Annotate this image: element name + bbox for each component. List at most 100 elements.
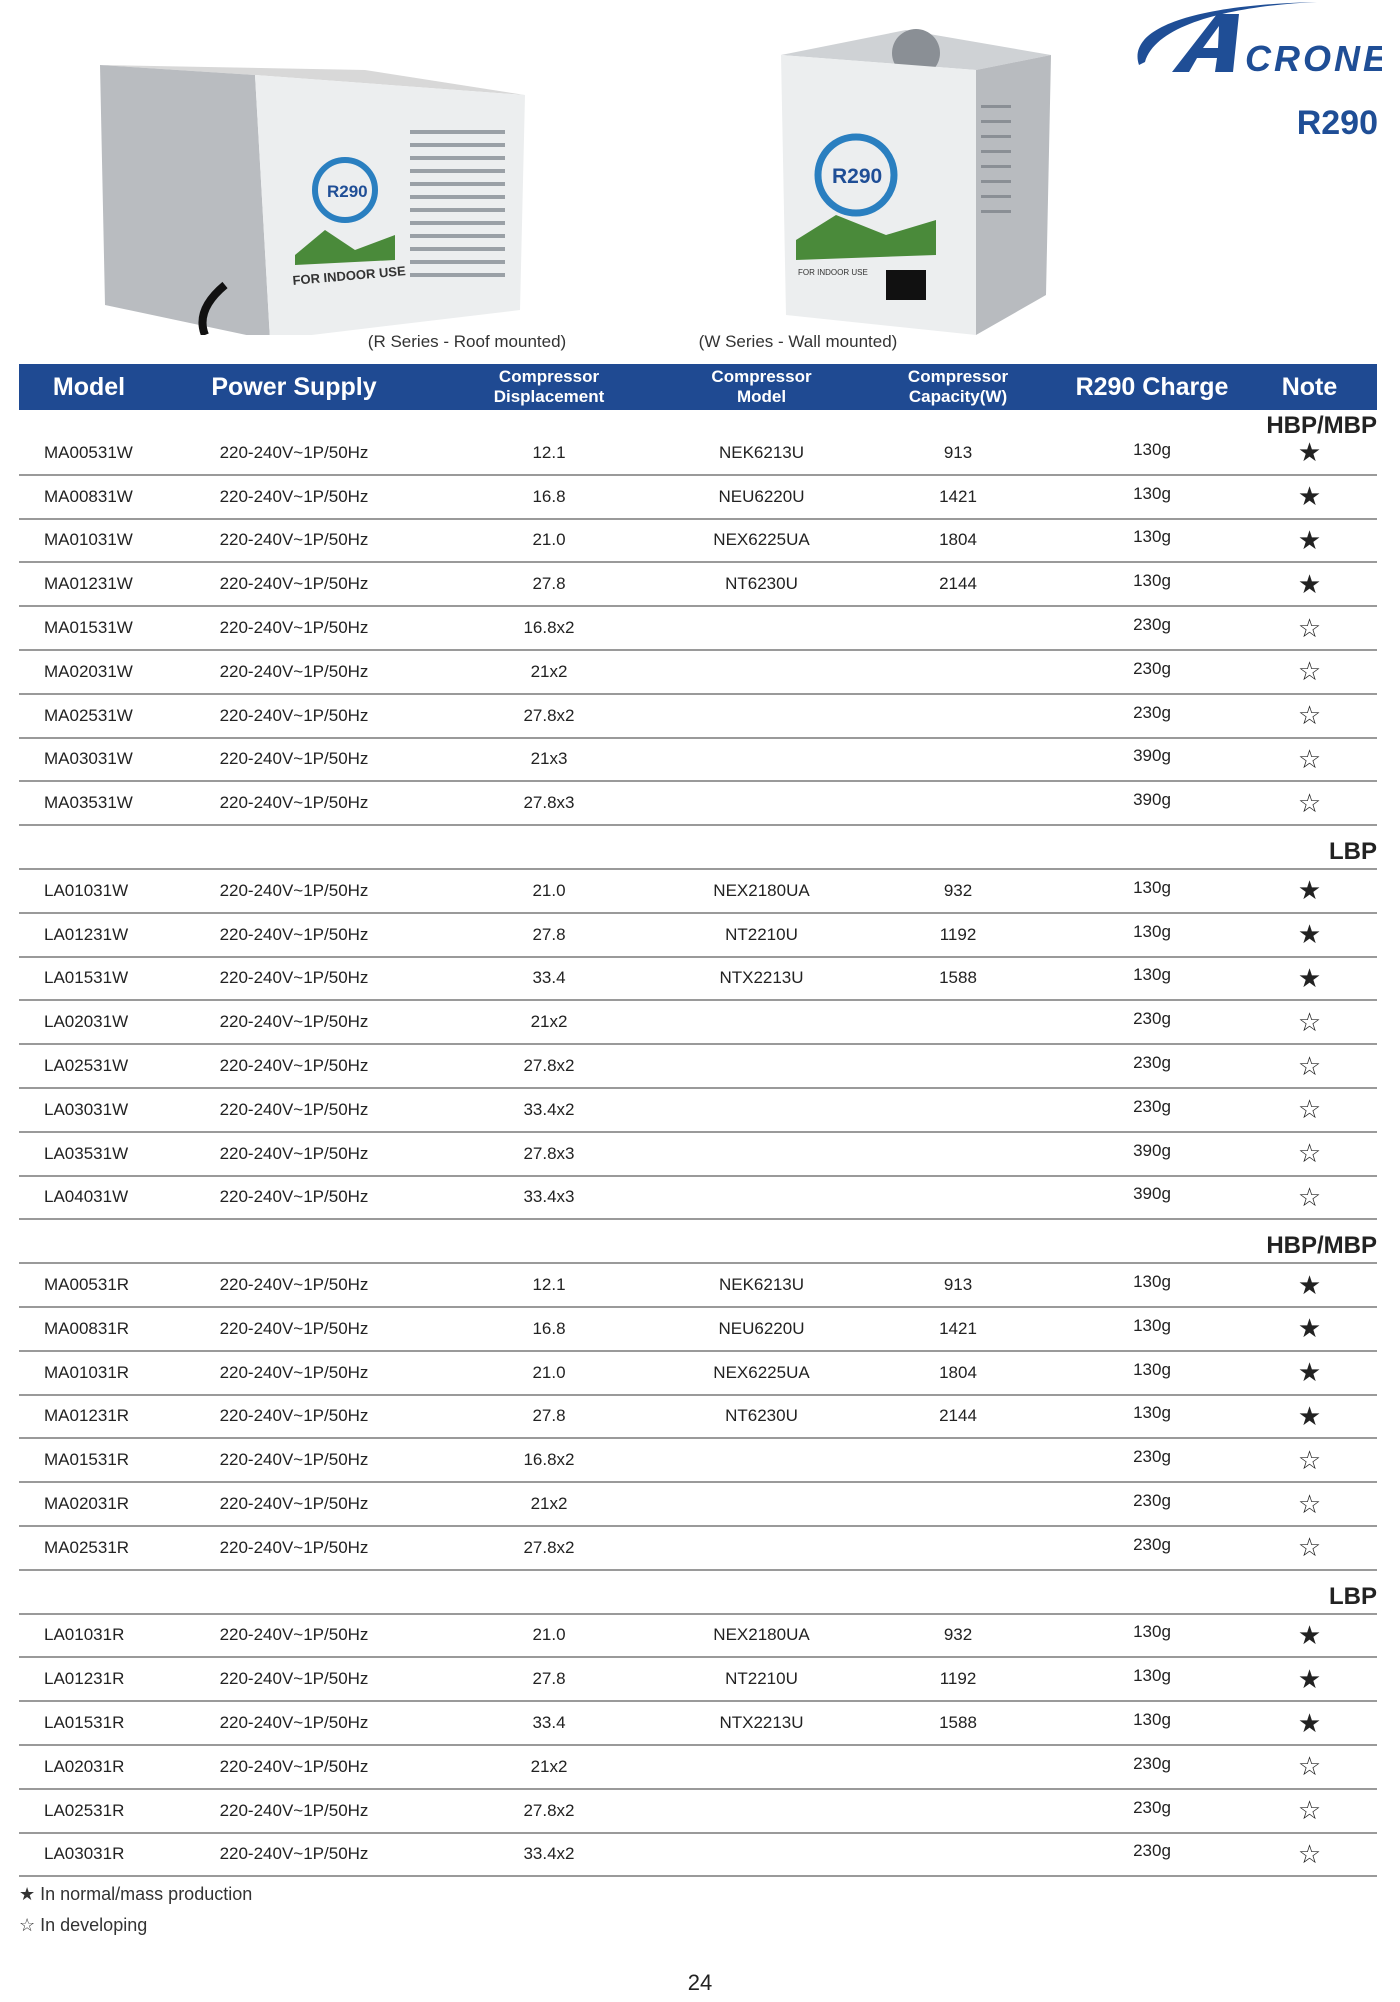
table-row: LA01231R 220-240V~1P/50Hz 27.8 NT2210U 1192 1… <box>19 1658 1377 1703</box>
cell-compressor-displacement: 33.4x2 <box>523 1099 575 1119</box>
cell-compressor-displacement: 16.8x2 <box>523 618 575 638</box>
cell-compressor-displacement: 12.1 <box>532 1275 566 1295</box>
svg-text:FOR INDOOR USE: FOR INDOOR USE <box>798 268 868 277</box>
cell-compressor-displacement: 21.0 <box>532 1625 566 1645</box>
filled-star-icon: ★ <box>1297 437 1322 468</box>
column-header-text: Power Supply <box>211 372 377 401</box>
cell-power-supply: 220-240V~1P/50Hz <box>219 1056 369 1076</box>
table-row: MA03031W 220-240V~1P/50Hz 21x3 390g ☆ <box>19 739 1377 783</box>
cell-power-supply: 220-240V~1P/50Hz <box>219 1187 369 1207</box>
column-header-compressor-capacity: Compressor Capacity(W) <box>854 367 1062 406</box>
table-row: MA00831R 220-240V~1P/50Hz 16.8 NEU6220U 1421… <box>19 1308 1377 1352</box>
section-label: HBP/MBP <box>19 1220 1377 1265</box>
cell-compressor-displacement: 16.8x2 <box>523 1450 575 1470</box>
cell-r290-charge: 130g <box>1133 1710 1171 1729</box>
cell-r290-charge: 230g <box>1133 1797 1171 1817</box>
cell-compressor-displacement: 27.8 <box>532 1669 566 1689</box>
cell-compressor-displacement: 27.8 <box>532 574 566 594</box>
hollow-star-icon: ☆ <box>1297 656 1322 687</box>
column-header-text: Model <box>736 387 787 406</box>
cell-r290-charge: 130g <box>1133 1666 1171 1686</box>
cell-model: LA01031W <box>44 880 129 900</box>
cell-compressor-capacity: 913 <box>943 442 973 462</box>
table-body: HBP/MBP MA00531W 220-240V~1P/50Hz 12.1 NEK62… <box>19 410 1377 1878</box>
spec-table: Model Power Supply Compressor Displacement C… <box>19 364 1377 1878</box>
table-row: LA01531R 220-240V~1P/50Hz 33.4 NTX2213U 1588… <box>19 1702 1377 1746</box>
cell-model: MA01031W <box>44 530 133 550</box>
cell-power-supply: 220-240V~1P/50Hz <box>219 1756 369 1776</box>
hollow-star-icon: ☆ <box>1297 1532 1322 1563</box>
filled-star-icon: ★ <box>1297 1269 1322 1300</box>
filled-star-icon: ★ <box>1297 524 1322 555</box>
hollow-star-icon: ☆ <box>1297 1094 1322 1125</box>
cell-power-supply: 220-240V~1P/50Hz <box>219 968 369 988</box>
cell-model: MA01031R <box>44 1362 130 1382</box>
hollow-star-icon: ☆ <box>1297 1838 1322 1869</box>
filled-star-icon: ★ <box>1297 962 1322 993</box>
cell-r290-charge: 230g <box>1133 1491 1171 1511</box>
cell-r290-charge: 230g <box>1133 658 1171 678</box>
cell-r290-charge: 130g <box>1133 483 1171 503</box>
cell-model: LA02031R <box>44 1756 125 1776</box>
cell-compressor-model: NEK6213U <box>718 442 805 462</box>
cell-compressor-displacement: 16.8 <box>532 486 566 506</box>
cell-power-supply: 220-240V~1P/50Hz <box>219 1012 369 1032</box>
cell-power-supply: 220-240V~1P/50Hz <box>219 618 369 638</box>
cell-power-supply: 220-240V~1P/50Hz <box>219 1800 369 1820</box>
cell-model: MA00531W <box>44 442 133 462</box>
cell-compressor-model: NT2210U <box>725 924 798 944</box>
column-header-text: Capacity(W) <box>908 387 1008 406</box>
roof-caption: (R Series - Roof mounted) <box>367 332 567 351</box>
section-label: LBP <box>19 826 1377 870</box>
cell-r290-charge: 230g <box>1133 1534 1171 1554</box>
cell-compressor-capacity: 1588 <box>939 968 977 988</box>
cell-compressor-displacement: 27.8x2 <box>523 1056 575 1076</box>
cell-model: LA04031W <box>44 1187 129 1207</box>
column-header-r290-charge: R290 Charge <box>1062 373 1242 402</box>
cell-compressor-model: NEX6225UA <box>713 1362 810 1382</box>
cell-r290-charge: 130g <box>1133 571 1171 591</box>
cell-model: LA02031W <box>44 1012 129 1032</box>
cell-model: MA02531W <box>44 705 133 725</box>
cell-r290-charge: 230g <box>1133 702 1171 722</box>
cell-compressor-capacity: 1804 <box>939 530 977 550</box>
hollow-star-icon: ☆ <box>1297 1444 1322 1475</box>
column-header-note: Note <box>1242 373 1377 402</box>
cell-r290-charge: 130g <box>1133 965 1171 985</box>
page-number: 24 <box>687 1970 713 1995</box>
cell-r290-charge: 230g <box>1133 1447 1171 1467</box>
cell-r290-charge: 230g <box>1133 1841 1171 1861</box>
cell-power-supply: 220-240V~1P/50Hz <box>219 1494 369 1514</box>
section-label: HBP/MBP <box>1266 412 1377 439</box>
hollow-star-icon: ☆ <box>1297 1006 1322 1037</box>
acrone-logo: CRONE <box>1127 0 1387 80</box>
cell-power-supply: 220-240V~1P/50Hz <box>219 880 369 900</box>
cell-power-supply: 220-240V~1P/50Hz <box>219 1318 369 1338</box>
cell-r290-charge: 390g <box>1133 1140 1171 1160</box>
cell-compressor-displacement: 33.4 <box>532 968 566 988</box>
cell-model: MA01531W <box>44 618 133 638</box>
cell-compressor-model: NT6230U <box>725 574 798 594</box>
hollow-star-icon: ☆ <box>1297 787 1322 818</box>
filled-star-icon: ★ <box>1297 1357 1322 1388</box>
cell-compressor-capacity: 1192 <box>939 924 977 944</box>
column-header-model: Model <box>19 373 159 402</box>
cell-power-supply: 220-240V~1P/50Hz <box>219 1537 369 1557</box>
cell-model: MA02031W <box>44 661 133 681</box>
cell-model: MA00831W <box>44 486 133 506</box>
svg-text:R290: R290 <box>832 165 882 188</box>
cell-power-supply: 220-240V~1P/50Hz <box>219 1625 369 1645</box>
cell-model: MA02031R <box>44 1494 130 1514</box>
cell-compressor-displacement: 21x2 <box>530 1494 568 1514</box>
hollow-star-icon: ☆ <box>1297 1488 1322 1519</box>
cell-r290-charge: 130g <box>1133 1272 1171 1292</box>
cell-model: LA01231R <box>44 1669 125 1689</box>
column-header-text: Note <box>1281 372 1338 401</box>
legend-hollow-star: ☆ In developing <box>19 1915 148 1935</box>
cell-compressor-displacement: 33.4x2 <box>523 1844 575 1864</box>
cell-power-supply: 220-240V~1P/50Hz <box>219 1669 369 1689</box>
cell-compressor-model: NEX2180UA <box>713 1625 810 1645</box>
table-row: LA02031W 220-240V~1P/50Hz 21x2 230g ☆ <box>19 1001 1377 1046</box>
column-header-text: Displacement <box>493 387 605 406</box>
cell-r290-charge: 130g <box>1133 1622 1171 1642</box>
